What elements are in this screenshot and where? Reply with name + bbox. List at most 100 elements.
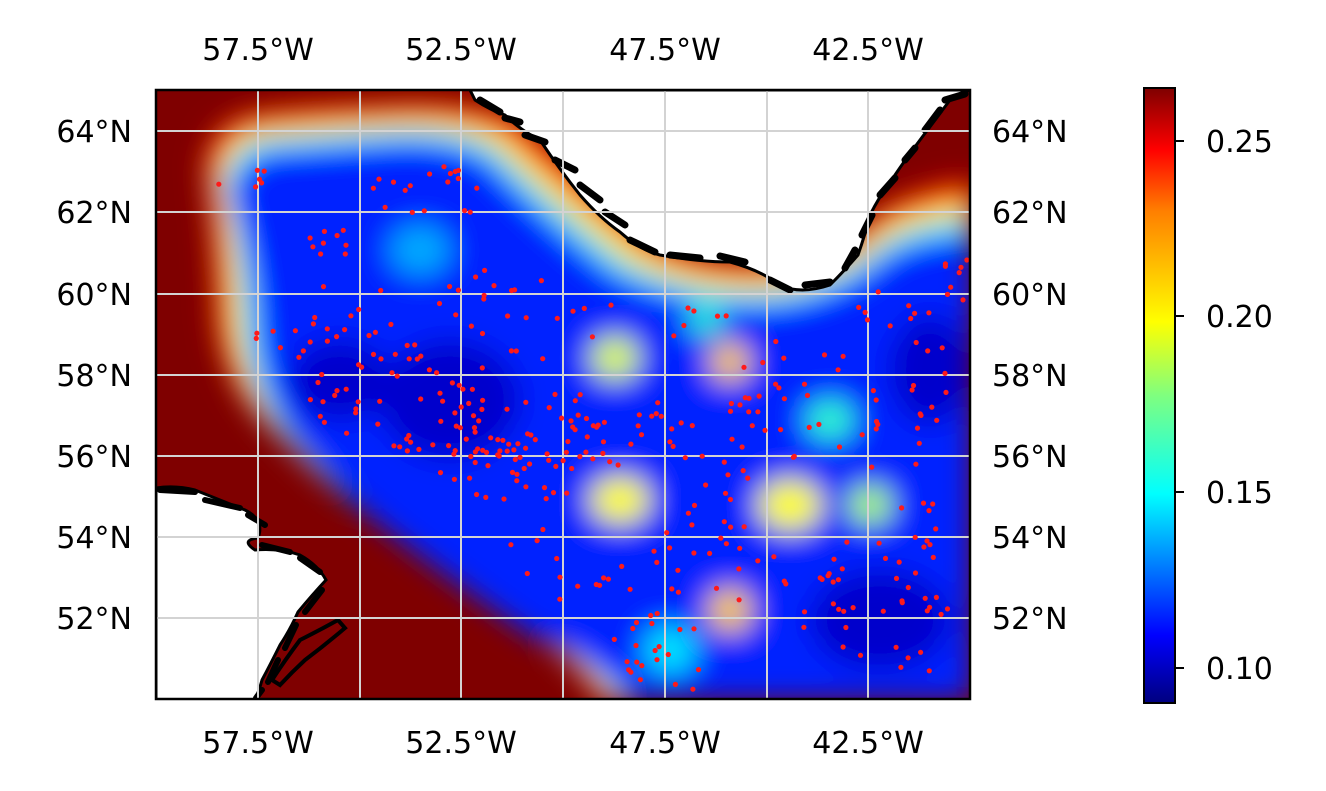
observation-point — [455, 175, 461, 182]
observation-point — [554, 555, 560, 562]
uncertainty-field — [205, 103, 970, 699]
observation-point — [939, 345, 945, 351]
observation-point — [929, 404, 935, 410]
observation-point — [270, 328, 276, 334]
observation-point — [319, 371, 325, 378]
observation-point — [315, 379, 321, 386]
observation-point — [638, 432, 645, 438]
observation-point — [570, 424, 576, 430]
observation-point — [778, 427, 784, 433]
observation-point — [655, 400, 661, 406]
observation-point — [397, 444, 403, 450]
observation-point — [630, 625, 636, 632]
observation-point — [426, 367, 432, 373]
lat-label-left: 62°N — [56, 196, 132, 231]
observation-point — [801, 624, 807, 630]
observation-point — [656, 644, 662, 650]
observation-point — [707, 550, 713, 557]
observation-point — [948, 284, 954, 290]
observation-point — [590, 423, 596, 429]
observation-point — [479, 330, 486, 337]
observation-point — [741, 524, 747, 530]
observation-point — [703, 482, 709, 488]
observation-point — [254, 167, 260, 173]
observation-point — [480, 397, 486, 403]
lon-label-bottom: 47.5°W — [609, 726, 720, 761]
observation-point — [882, 555, 889, 562]
observation-point — [427, 171, 433, 177]
observation-point — [515, 441, 521, 447]
observation-point — [739, 444, 745, 450]
observation-point — [925, 348, 931, 354]
observation-point — [590, 456, 596, 462]
observation-point — [564, 490, 570, 496]
observation-point — [441, 164, 447, 170]
observation-point — [836, 606, 842, 612]
observation-point — [521, 465, 527, 472]
observation-point — [453, 312, 459, 318]
observation-point — [755, 409, 761, 415]
observation-point — [404, 448, 410, 454]
observation-point — [370, 185, 376, 191]
observation-point — [296, 354, 302, 360]
observation-point — [938, 611, 944, 618]
observation-point — [474, 491, 480, 498]
observation-point — [483, 494, 489, 500]
observation-point — [840, 644, 846, 650]
observation-point — [375, 421, 381, 427]
observation-point — [259, 180, 265, 186]
observation-point — [540, 356, 546, 362]
observation-point — [480, 447, 486, 453]
observation-point — [560, 458, 566, 464]
observation-point — [830, 601, 837, 607]
observation-point — [873, 397, 879, 403]
observation-point — [468, 453, 474, 460]
observation-point — [685, 305, 691, 311]
colorbar-label: 0.20 — [1206, 300, 1273, 335]
observation-point — [898, 664, 904, 670]
lon-label-bottom: 52.5°W — [405, 726, 516, 761]
observation-point — [472, 429, 478, 435]
observation-point — [460, 386, 466, 392]
observation-point — [388, 321, 394, 327]
observation-point — [628, 441, 634, 447]
observation-point — [850, 605, 856, 611]
observation-point — [831, 556, 837, 562]
observation-point — [608, 302, 614, 308]
observation-point — [472, 449, 478, 455]
observation-point — [353, 406, 359, 412]
observation-point — [546, 405, 552, 411]
observation-point — [481, 292, 487, 298]
observation-point — [504, 448, 510, 454]
observation-point — [472, 459, 478, 466]
observation-point — [690, 686, 696, 692]
observation-point — [658, 413, 664, 419]
observation-point — [595, 422, 601, 428]
observation-point — [718, 535, 724, 541]
observation-point — [334, 388, 340, 394]
observation-point — [583, 449, 589, 455]
observation-point — [651, 548, 657, 554]
observation-point — [689, 423, 695, 429]
observation-point — [910, 382, 917, 389]
observation-point — [513, 348, 519, 354]
observation-point — [956, 270, 962, 276]
observation-point — [453, 423, 459, 429]
observation-point — [353, 410, 359, 416]
observation-point — [918, 649, 924, 655]
observation-point — [636, 412, 642, 418]
observation-point — [776, 385, 782, 391]
observation-point — [742, 395, 748, 401]
observation-point — [593, 581, 599, 588]
observation-point — [312, 314, 318, 321]
observation-point — [728, 400, 735, 407]
map-frame — [154, 88, 972, 701]
observation-point — [320, 399, 326, 405]
observation-point — [912, 570, 919, 576]
observation-point — [669, 426, 675, 432]
observation-point — [402, 187, 408, 193]
observation-point — [488, 435, 494, 441]
observation-point — [356, 306, 362, 313]
observation-point — [342, 251, 348, 257]
